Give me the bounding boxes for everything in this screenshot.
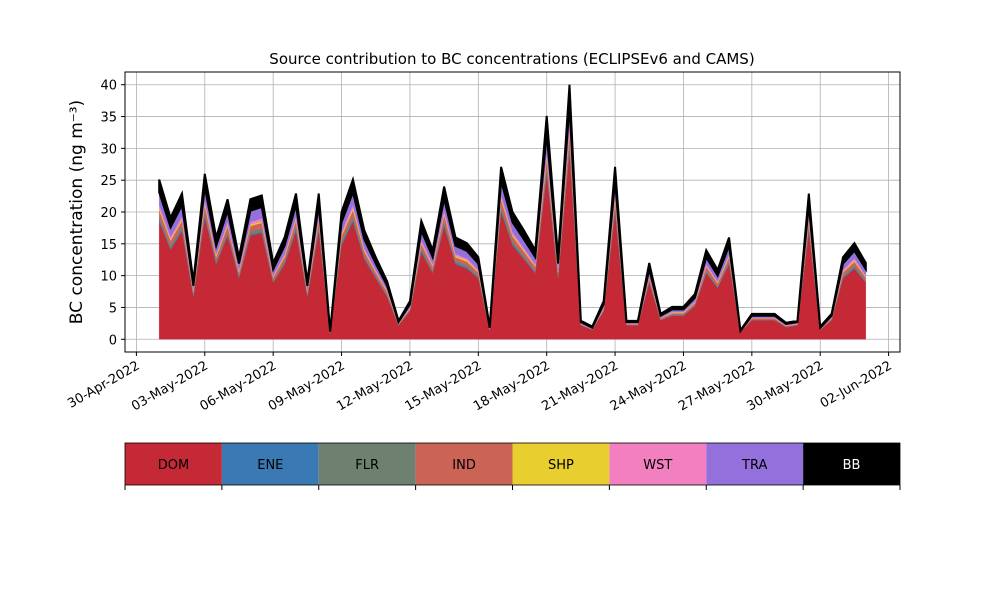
- legend-swatch: [609, 443, 707, 485]
- y-axis-label: BC concentration (ng m⁻³): [67, 100, 87, 324]
- legend-label: IND: [452, 458, 476, 473]
- x-tick-label: 24-May-2022: [608, 358, 690, 414]
- legend-swatch: [803, 443, 900, 485]
- y-tick-label: 5: [109, 301, 117, 316]
- x-tick-label: 09-May-2022: [266, 358, 348, 414]
- x-tick-label: 06-May-2022: [197, 358, 279, 414]
- y-tick-label: 30: [100, 142, 117, 157]
- legend-swatch: [415, 443, 513, 485]
- legend-swatch: [706, 443, 804, 485]
- x-tick-label: 21-May-2022: [539, 358, 621, 414]
- x-tick-label: 12-May-2022: [334, 358, 416, 414]
- x-tick-label: 15-May-2022: [403, 358, 485, 414]
- legend-label: FLR: [355, 458, 379, 473]
- y-tick-label: 20: [100, 206, 117, 221]
- x-tick-label: 18-May-2022: [471, 358, 553, 414]
- area-bb: [158, 84, 867, 334]
- legend-swatch: [125, 443, 222, 485]
- y-tick-label: 25: [100, 174, 117, 189]
- y-tick-label: 15: [100, 238, 117, 253]
- legend-label: WST: [643, 458, 672, 473]
- legend-label: ENE: [257, 458, 283, 473]
- chart-title: Source contribution to BC concentrations…: [269, 50, 754, 68]
- legend-swatch: [512, 443, 610, 485]
- x-tick-label: 30-May-2022: [745, 358, 827, 414]
- legend-label: SHP: [548, 458, 574, 473]
- legend-swatch: [221, 443, 319, 485]
- legend-label: DOM: [158, 458, 189, 473]
- x-tick-label: 02-Jun-2022: [818, 358, 895, 411]
- y-tick-label: 35: [100, 111, 117, 126]
- legend-label: TRA: [741, 458, 767, 473]
- x-tick-label: 27-May-2022: [676, 358, 758, 414]
- legend-swatch: [318, 443, 416, 485]
- legend-label: BB: [843, 458, 861, 473]
- y-tick-label: 10: [100, 270, 117, 285]
- x-tick-label: 03-May-2022: [129, 358, 211, 414]
- y-tick-label: 0: [109, 333, 117, 348]
- y-tick-label: 40: [100, 79, 117, 94]
